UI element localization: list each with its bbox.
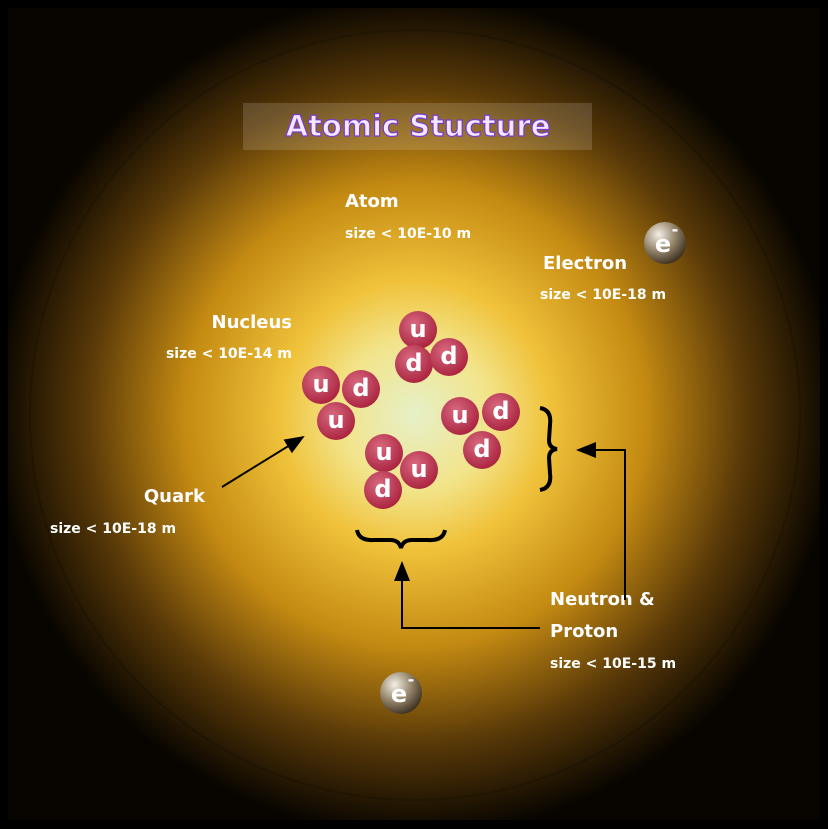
quark [365, 434, 403, 472]
quark [364, 471, 402, 509]
quark [441, 397, 479, 435]
electron-letter: e [391, 680, 407, 708]
quark-label: Quark [144, 486, 206, 507]
electron-ball [644, 222, 686, 264]
atom-shell [29, 29, 801, 801]
title: Atomic Stucture [286, 109, 551, 143]
quark-letter: u [410, 455, 427, 483]
nucleus-label: Nucleus [212, 312, 292, 333]
neutron-label: Neutron & [550, 589, 655, 610]
title-box [243, 103, 592, 150]
electron: e- [644, 220, 686, 264]
atom-label: Atom [345, 191, 399, 212]
right-arrow [576, 442, 626, 600]
quark [317, 402, 355, 440]
quark [395, 345, 433, 383]
quark-letter: d [352, 374, 369, 402]
electrons: e-e- [380, 220, 686, 714]
electron-ball [380, 672, 422, 714]
right-brace [539, 406, 558, 492]
quark-letter: u [451, 401, 468, 429]
quark [482, 393, 520, 431]
nucleus-size: size < 10E-14 m [166, 346, 292, 362]
electron: e- [380, 670, 422, 714]
quark-letter: d [492, 397, 509, 425]
quark-letter: d [473, 435, 490, 463]
quark-size: size < 10E-18 m [50, 521, 176, 537]
electron-charge: - [672, 220, 679, 239]
proton-label: Proton [550, 621, 618, 642]
electron-charge: - [408, 670, 415, 689]
quark [342, 370, 380, 408]
bottom-arrow [394, 561, 540, 629]
quark-letter: u [327, 406, 344, 434]
quark-letter: u [312, 370, 329, 398]
particle: uud [364, 434, 438, 509]
quark-letter: d [374, 475, 391, 503]
quark-arrow [221, 435, 305, 488]
quark-letter: d [440, 342, 457, 370]
quark [463, 431, 501, 469]
quark-letter: u [375, 438, 392, 466]
quark [400, 451, 438, 489]
neutron-proton-size: size < 10E-15 m [550, 656, 676, 672]
bottom-brace [355, 529, 447, 549]
quark-letter: u [409, 315, 426, 343]
quark-letter: d [405, 349, 422, 377]
quark [399, 311, 437, 349]
quark [302, 366, 340, 404]
atom-size: size < 10E-10 m [345, 226, 471, 242]
electron-label: Electron [543, 253, 627, 274]
quark [430, 338, 468, 376]
electron-size: size < 10E-18 m [540, 287, 666, 303]
electron-letter: e [655, 230, 671, 258]
particle: u du [302, 366, 380, 440]
